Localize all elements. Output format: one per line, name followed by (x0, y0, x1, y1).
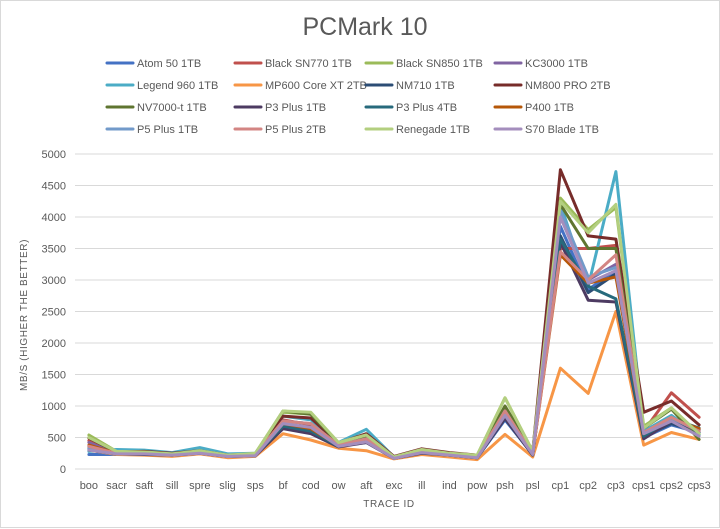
y-tick-label: 1000 (42, 401, 66, 413)
chart-title: PCMark 10 (302, 13, 427, 41)
x-tick-label: cps3 (688, 480, 711, 492)
x-tick-label: ill (418, 480, 425, 492)
x-axis-tick-labels: boo sacr saft sill spre slig sps bf cod ow aft exc i… (80, 480, 711, 492)
x-tick-label: cp2 (579, 480, 597, 492)
legend-label: MP600 Core XT 2TB (265, 80, 367, 92)
x-tick-label: spre (189, 480, 210, 492)
series-line (87, 215, 701, 460)
x-tick-label: cod (302, 480, 320, 492)
y-tick-label: 3000 (42, 275, 66, 287)
legend-label: KC3000 1TB (525, 58, 588, 70)
legend-label: Legend 960 1TB (137, 80, 218, 92)
y-tick-label: 2500 (42, 307, 66, 319)
x-tick-label: cps1 (632, 480, 655, 492)
x-tick-label: exc (385, 480, 403, 492)
y-tick-label: 5000 (42, 149, 66, 161)
legend-label: P400 1TB (525, 102, 574, 114)
x-tick-label: ow (331, 480, 345, 492)
legend-label: P3 Plus 4TB (396, 102, 457, 114)
x-tick-label: slig (219, 480, 236, 492)
x-tick-label: sill (166, 480, 179, 492)
series-line (87, 237, 701, 460)
legend-label: Black SN770 1TB (265, 58, 352, 70)
x-tick-label: psh (496, 480, 514, 492)
legend-label: P5 Plus 2TB (265, 124, 326, 136)
y-tick-label: 1500 (42, 370, 66, 382)
legend-label: Black SN850 1TB (396, 58, 483, 70)
y-tick-label: 4000 (42, 212, 66, 224)
series-line (87, 253, 701, 460)
x-axis-label: TRACE ID (363, 499, 414, 510)
legend-label: Atom 50 1TB (137, 58, 201, 70)
y-tick-label: 0 (60, 464, 66, 476)
x-tick-label: saft (135, 480, 153, 492)
x-tick-label: bf (278, 480, 288, 492)
x-tick-label: psl (526, 480, 540, 492)
legend-label: P5 Plus 1TB (137, 124, 198, 136)
y-axis-label: MB/S (HIGHER THE BETTER) (19, 239, 30, 391)
x-tick-label: sacr (106, 480, 127, 492)
legend-label: Renegade 1TB (396, 124, 470, 136)
y-axis-tick-labels: 0 500 1000 1500 2000 2500 3000 3500 4000 4500 5000 (42, 149, 66, 476)
legend-label: P3 Plus 1TB (265, 102, 326, 114)
x-tick-label: boo (80, 480, 98, 492)
x-tick-label: cp1 (552, 480, 570, 492)
x-tick-label: sps (247, 480, 265, 492)
y-tick-label: 2000 (42, 338, 66, 350)
legend-label: NV7000-t 1TB (137, 102, 207, 114)
x-tick-label: pow (467, 480, 487, 492)
series-line (87, 199, 701, 459)
y-tick-label: 4500 (42, 181, 66, 193)
x-tick-label: aft (360, 480, 372, 492)
series-line (87, 202, 701, 459)
x-tick-label: cps2 (660, 480, 683, 492)
legend-label: NM710 1TB (396, 80, 455, 92)
x-tick-label: ind (442, 480, 457, 492)
y-tick-label: 3500 (42, 244, 66, 256)
series-line (87, 250, 701, 460)
y-tick-label: 500 (48, 433, 66, 445)
legend: Atom 50 1TB Black SN770 1TB Black SN850 1T… (105, 58, 611, 136)
series-lines (87, 168, 701, 462)
legend-label: S70 Blade 1TB (525, 124, 599, 136)
legend-label: NM800 PRO 2TB (525, 80, 611, 92)
x-tick-label: cp3 (607, 480, 625, 492)
